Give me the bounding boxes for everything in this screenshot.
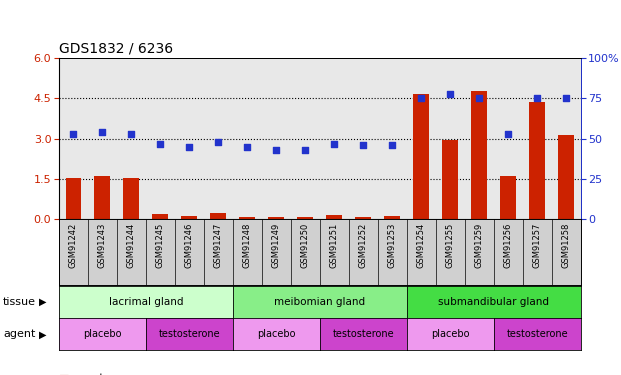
Text: testosterone: testosterone: [158, 329, 220, 339]
Bar: [558, 135, 574, 219]
Text: tissue: tissue: [3, 297, 36, 307]
Point: [561, 96, 571, 102]
Text: GSM91257: GSM91257: [533, 223, 542, 268]
Bar: [355, 217, 371, 219]
Bar: [124, 178, 139, 219]
Point: [68, 131, 78, 137]
Bar: [211, 213, 226, 219]
Point: [388, 142, 397, 148]
Bar: [268, 217, 284, 219]
Bar: [66, 178, 81, 219]
Bar: [327, 215, 342, 219]
Text: GSM91243: GSM91243: [98, 223, 107, 268]
Text: count: count: [75, 374, 104, 375]
Point: [416, 96, 426, 102]
Text: GSM91252: GSM91252: [359, 223, 368, 268]
Point: [127, 131, 137, 137]
Point: [97, 129, 107, 135]
Text: placebo: placebo: [257, 329, 296, 339]
Text: meibomian gland: meibomian gland: [274, 297, 365, 307]
Text: GSM91259: GSM91259: [474, 223, 484, 268]
Bar: [471, 91, 487, 219]
Point: [301, 147, 310, 153]
Bar: [529, 102, 545, 219]
Point: [329, 141, 339, 147]
Text: ▶: ▶: [39, 297, 47, 307]
Text: GSM91255: GSM91255: [446, 223, 455, 268]
Bar: [297, 217, 313, 219]
Point: [184, 144, 194, 150]
Text: GSM91245: GSM91245: [156, 223, 165, 268]
Point: [214, 139, 224, 145]
Point: [503, 131, 513, 137]
Point: [532, 96, 542, 102]
Point: [445, 91, 455, 97]
Point: [271, 147, 281, 153]
Text: GSM91254: GSM91254: [417, 223, 426, 268]
Text: lacrimal gland: lacrimal gland: [109, 297, 183, 307]
Text: submandibular gland: submandibular gland: [438, 297, 549, 307]
Text: testosterone: testosterone: [332, 329, 394, 339]
Point: [155, 141, 165, 147]
Text: GSM91256: GSM91256: [504, 223, 513, 268]
Bar: [442, 140, 458, 219]
Point: [242, 144, 252, 150]
Text: GSM91242: GSM91242: [69, 223, 78, 268]
Text: GSM91248: GSM91248: [243, 223, 252, 268]
Bar: [152, 214, 168, 219]
Bar: [384, 216, 400, 219]
Text: GSM91258: GSM91258: [561, 223, 571, 268]
Bar: [94, 176, 111, 219]
Text: placebo: placebo: [431, 329, 469, 339]
Text: ■: ■: [59, 374, 73, 375]
Text: agent: agent: [3, 329, 35, 339]
Text: GSM91249: GSM91249: [272, 223, 281, 268]
Bar: [414, 94, 429, 219]
Bar: [181, 216, 197, 219]
Text: GSM91250: GSM91250: [301, 223, 310, 268]
Text: GSM91247: GSM91247: [214, 223, 223, 268]
Text: GSM91244: GSM91244: [127, 223, 136, 268]
Text: GSM91246: GSM91246: [185, 223, 194, 268]
Text: testosterone: testosterone: [506, 329, 568, 339]
Text: GSM91251: GSM91251: [330, 223, 339, 268]
Bar: [239, 217, 255, 219]
Text: placebo: placebo: [83, 329, 122, 339]
Point: [474, 96, 484, 102]
Text: ▶: ▶: [39, 329, 47, 339]
Point: [358, 142, 368, 148]
Text: GSM91253: GSM91253: [388, 223, 397, 268]
Bar: [501, 176, 516, 219]
Text: GDS1832 / 6236: GDS1832 / 6236: [59, 42, 173, 56]
